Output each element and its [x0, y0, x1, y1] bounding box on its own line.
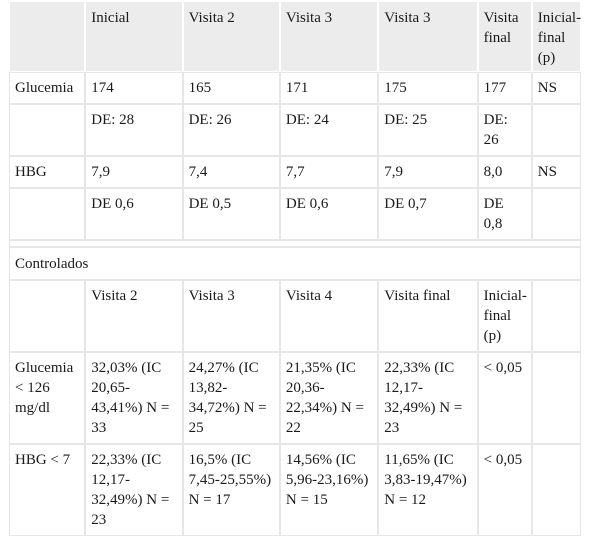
table-cell: 11,65% (IC 3,83-19,47%) N = 12	[379, 445, 476, 535]
table1-header-row: Inicial Visita 2 Visita 3 Visita 3 Visit…	[10, 2, 581, 71]
table-cell: 7,7	[281, 157, 377, 187]
header-cell	[533, 281, 580, 351]
header-cell: Inicial-final (p)	[532, 2, 581, 71]
row-label-cell	[10, 189, 84, 239]
table-cell: < 0,05	[479, 445, 531, 535]
table-cell: DE: 28	[86, 105, 181, 155]
table-cell: 165	[184, 73, 279, 103]
table-cell: 7,4	[184, 157, 279, 187]
table-cell: DE: 26	[479, 105, 531, 155]
table-cell	[533, 353, 580, 443]
table-cell: 32,03% (IC 20,65-43,41%) N = 33	[86, 353, 181, 443]
table-cell: 8,0	[479, 157, 531, 187]
table-cell	[533, 189, 580, 239]
table-row: HBG < 7 22,33% (IC 12,17-32,49%) N = 23 …	[10, 445, 580, 535]
row-label-cell	[10, 105, 84, 155]
header-cell: Visita 2	[86, 281, 181, 351]
table-row: DE: 28 DE: 26 DE: 24 DE: 25 DE: 26	[10, 105, 580, 155]
table-cell: DE 0,7	[379, 189, 476, 239]
table-cell: 22,33% (IC 12,17-32,49%) N = 23	[86, 445, 181, 535]
table-cell: 16,5% (IC 7,45-25,55%) N = 17	[184, 445, 279, 535]
results-table: Inicial Visita 2 Visita 3 Visita 3 Visit…	[8, 0, 582, 537]
table-cell: 7,9	[86, 157, 181, 187]
table-row: DE 0,6 DE 0,5 DE 0,6 DE 0,7 DE 0,8	[10, 189, 580, 239]
table-cell	[533, 445, 580, 535]
header-cell: Visita 3	[379, 2, 477, 71]
table-cell: 177	[479, 73, 531, 103]
table-cell: 24,27% (IC 13,82-34,72%) N = 25	[184, 353, 279, 443]
header-cell: Inicial-final (p)	[479, 281, 531, 351]
table-cell: < 0,05	[479, 353, 531, 443]
table2-header-row: Visita 2 Visita 3 Visita 4 Visita final …	[10, 281, 580, 351]
table-row: Glucemia 174 165 171 175 177 NS	[10, 73, 580, 103]
table-cell: NS	[533, 73, 580, 103]
header-cell: Visita final	[379, 281, 476, 351]
table-cell: 22,33% (IC 12,17-32,49%) N = 23	[379, 353, 476, 443]
table-cell: DE 0,5	[184, 189, 279, 239]
row-label-cell: HBG	[10, 157, 84, 187]
table-cell	[533, 105, 580, 155]
spacer-row	[10, 241, 580, 246]
row-label-cell: HBG < 7	[10, 445, 84, 535]
header-cell: Visita final	[478, 2, 531, 71]
table-cell: DE: 25	[379, 105, 476, 155]
header-cell: Inicial	[86, 2, 182, 71]
table-row: HBG 7,9 7,4 7,7 7,9 8,0 NS	[10, 157, 580, 187]
table-row: Glucemia < 126 mg/dl 32,03% (IC 20,65-43…	[10, 353, 580, 443]
row-label-cell: Glucemia < 126 mg/dl	[10, 353, 84, 443]
table-cell: 21,35% (IC 20,36-22,34%) N = 22	[281, 353, 377, 443]
header-cell: Visita 2	[183, 2, 279, 71]
row-label-cell: Glucemia	[10, 73, 84, 103]
table-cell: 7,9	[379, 157, 476, 187]
header-cell: Visita 3	[280, 2, 378, 71]
table-cell: DE: 26	[184, 105, 279, 155]
table-cell: 14,56% (IC 5,96-23,16%) N = 15	[281, 445, 377, 535]
header-cell	[10, 2, 85, 71]
table-cell: DE 0,6	[281, 189, 377, 239]
table-cell: 175	[379, 73, 476, 103]
header-cell	[10, 281, 84, 351]
section-row: Controlados	[10, 248, 580, 279]
header-cell: Visita 4	[281, 281, 377, 351]
header-cell: Visita 3	[184, 281, 279, 351]
table-cell: NS	[533, 157, 580, 187]
section-title: Controlados	[10, 248, 580, 279]
table-cell: DE: 24	[281, 105, 377, 155]
table-cell: 174	[86, 73, 181, 103]
spacer-cell	[10, 241, 580, 246]
table-cell: 171	[281, 73, 377, 103]
table-cell: DE 0,8	[479, 189, 531, 239]
table-cell: DE 0,6	[86, 189, 181, 239]
